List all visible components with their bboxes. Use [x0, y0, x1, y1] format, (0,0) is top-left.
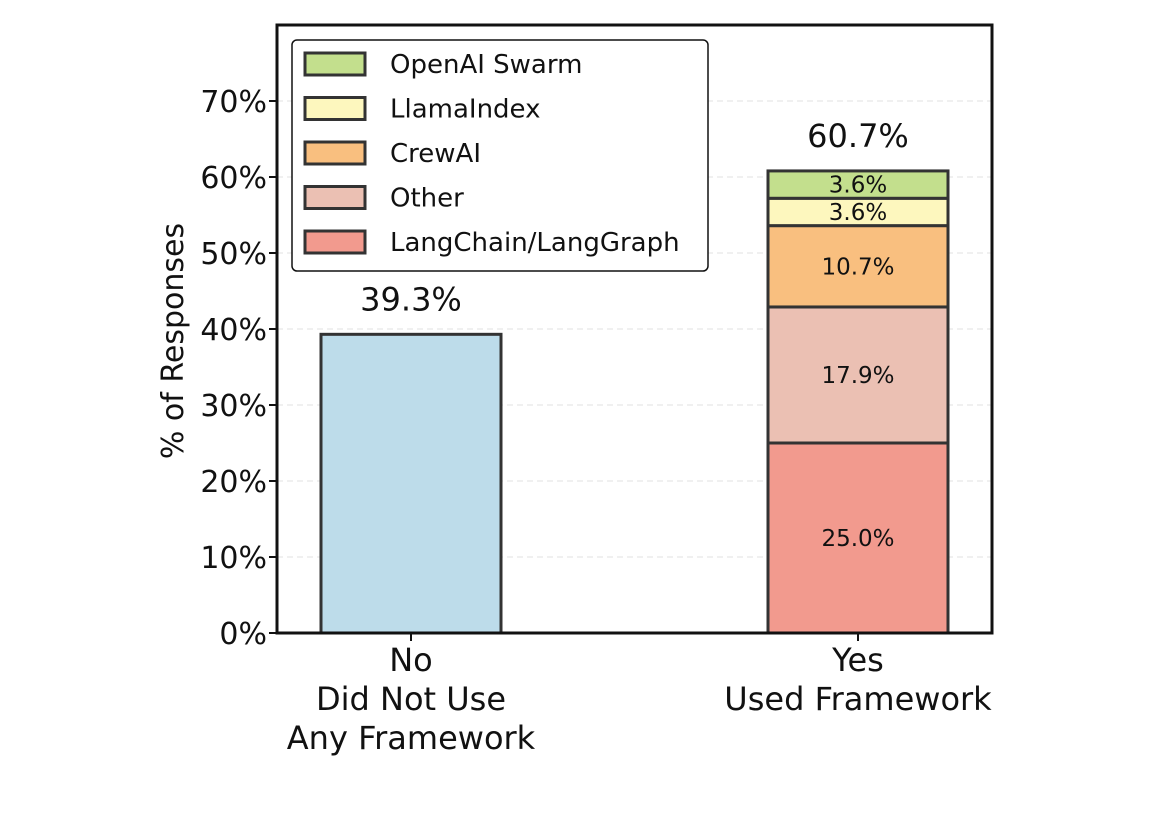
bar-segment-other — [766, 305, 950, 445]
x-tick-label-line: Any Framework — [287, 719, 536, 757]
y-tick-label: 10% — [200, 541, 267, 576]
legend-swatch — [303, 51, 367, 77]
legend-label: Other — [390, 184, 464, 214]
x-tick-label-line: No — [389, 641, 433, 679]
y-tick-label: 0% — [219, 617, 267, 652]
legend-swatch — [303, 96, 367, 121]
bar-total-label: 60.7% — [807, 117, 909, 155]
legend-label: OpenAI Swarm — [390, 50, 582, 80]
y-tick-label: 70% — [200, 85, 267, 120]
bar-labels: 39.3% 25.0% 17.9% 10.7% 3.6%3.6% 60.7% — [360, 117, 909, 552]
bars — [319, 169, 950, 635]
bar-segment-openai-swarm — [766, 169, 950, 200]
legend: OpenAI Swarm LlamaIndex CrewAI Other LangCha… — [291, 39, 709, 272]
legend-swatch — [303, 229, 367, 255]
y-axis-label: % of Responses — [156, 223, 191, 459]
y-tick-label: 50% — [200, 237, 267, 272]
segment-value-label: 10.7% — [821, 254, 894, 280]
segment-value-label: 17.9% — [821, 363, 894, 389]
y-tick-label: 60% — [200, 161, 267, 196]
segment-value-label: 3.6% — [829, 200, 887, 226]
x-tick-label: Yes Used Framework — [724, 641, 992, 718]
x-tick-label-line: Used Framework — [724, 680, 992, 718]
bar-segment — [319, 332, 503, 635]
x-tick-label-line: Yes — [831, 641, 884, 679]
y-tick-label: 20% — [200, 465, 267, 500]
x-tick-label-line: Did Not Use — [316, 680, 506, 718]
y-axis-ticks: 0% 10% 20% 30% 40% 50% 60% 70% — [200, 85, 277, 652]
x-axis-ticks: No Did Not Use Any Framework Yes Used Framew… — [287, 633, 992, 757]
segment-value-label: 3.6% — [829, 173, 887, 199]
segment-value-label: 25.0% — [821, 526, 894, 552]
y-tick-label: 40% — [200, 313, 267, 348]
legend-label: CrewAI — [390, 139, 481, 169]
bar-segment-crewai — [766, 224, 950, 309]
legend-box — [291, 39, 709, 272]
bar-segment-llamaindex — [766, 196, 950, 228]
bar-total-label: 39.3% — [360, 280, 462, 318]
legend-swatch — [303, 185, 367, 210]
y-tick-label: 30% — [200, 389, 267, 424]
bar-segment-langchain-langgraph — [766, 441, 950, 635]
x-tick-label: No Did Not Use Any Framework — [287, 641, 536, 757]
legend-label: LlamaIndex — [390, 95, 540, 125]
legend-swatch — [303, 140, 367, 166]
legend-label: LangChain/LangGraph — [390, 228, 680, 258]
